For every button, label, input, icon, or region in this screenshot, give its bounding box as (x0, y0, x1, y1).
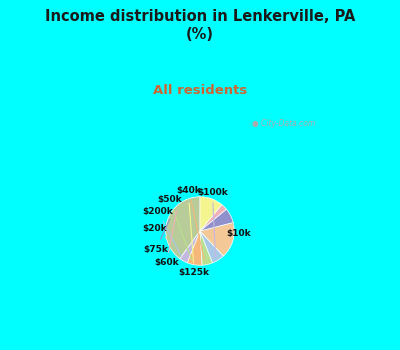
Wedge shape (200, 231, 224, 263)
Wedge shape (200, 197, 222, 231)
Text: $125k: $125k (179, 203, 210, 278)
Wedge shape (187, 231, 202, 265)
Text: $50k: $50k (157, 195, 192, 260)
Text: $10k: $10k (227, 223, 251, 238)
Wedge shape (200, 205, 226, 231)
Wedge shape (200, 231, 213, 265)
Text: All residents: All residents (153, 84, 247, 97)
Wedge shape (200, 223, 234, 256)
Wedge shape (166, 197, 200, 259)
Text: $40k: $40k (176, 186, 204, 260)
Text: ● City-Data.com: ● City-Data.com (252, 119, 316, 128)
Text: $100k: $100k (197, 188, 228, 257)
Text: $20k: $20k (142, 224, 167, 238)
Wedge shape (180, 231, 200, 263)
Text: Income distribution in Lenkerville, PA
(%): Income distribution in Lenkerville, PA (… (45, 9, 355, 42)
Text: $200k: $200k (143, 208, 181, 256)
Wedge shape (200, 209, 233, 231)
Text: $75k: $75k (144, 219, 170, 254)
Text: $60k: $60k (154, 211, 179, 267)
